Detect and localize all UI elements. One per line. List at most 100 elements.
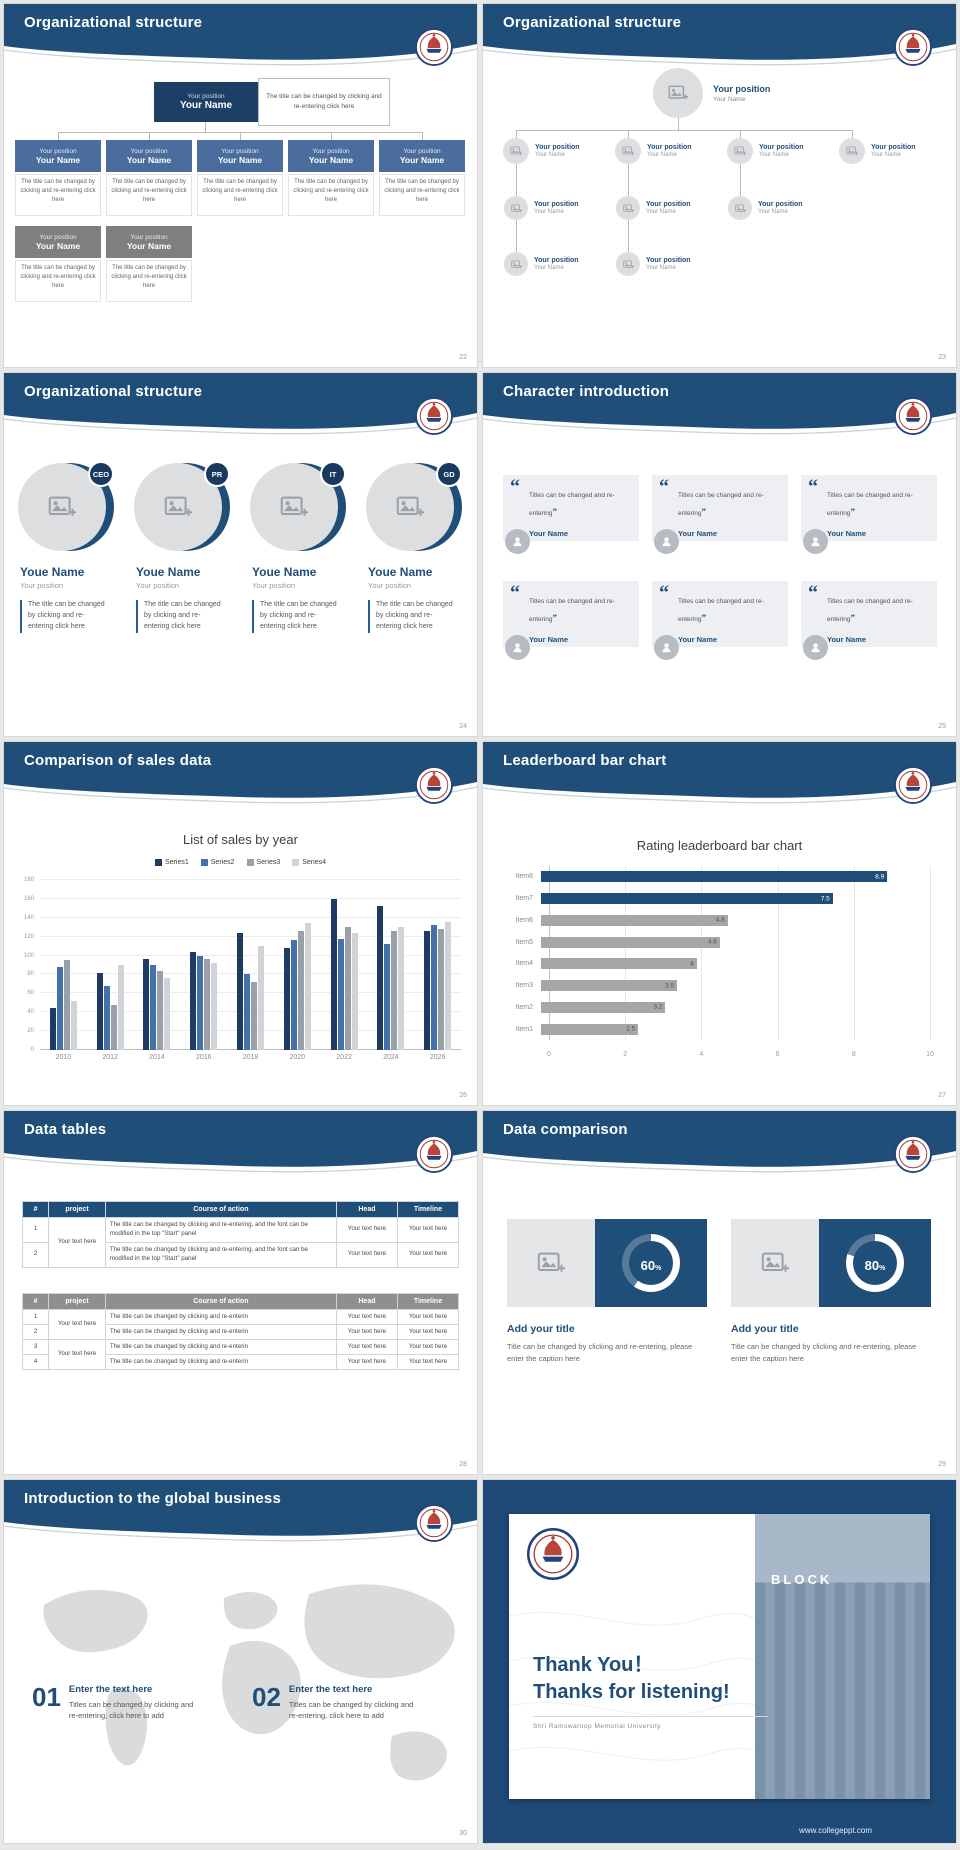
page-number: 23 (938, 354, 946, 361)
cell-number: 2 (21, 1324, 50, 1340)
item-description: Titles can be changed by clicking and re… (288, 1700, 414, 1721)
org-root-node: Your position Your Name (154, 82, 258, 122)
quote-close-icon: ” (701, 613, 707, 623)
person-name: Youe Name (368, 565, 433, 579)
node-position: Your position (312, 147, 350, 155)
cell-number: 3 (21, 1339, 50, 1355)
role-badge: CEO (88, 461, 114, 487)
cell-number: 1 (21, 1217, 50, 1243)
rating-rows: Item8 8.9 Item7 7.5 Item6 4.8 Item5 4.6 Item4 4 It… (499, 866, 930, 1040)
quote-icon: “ (659, 582, 669, 604)
role-badge: IT (320, 461, 346, 487)
quote-close-icon: ” (850, 613, 856, 623)
bar-Series1-2018 (237, 932, 244, 1050)
slide-27-thumbnail[interactable]: Leaderboard bar chart Rating leaderboard… (483, 742, 956, 1105)
slide-title: Data tables (24, 1121, 107, 1138)
quote-card: “ Titles can be changed and re-entering”… (652, 475, 788, 554)
cell-action: The title can be changed by clicking and… (104, 1324, 337, 1340)
numbered-item: 02 Enter the text here Titles can be cha… (252, 1684, 457, 1722)
org-node: Your position Your Name (197, 140, 283, 172)
node-position: Your position (534, 201, 579, 208)
org-level-2-row: Your position Your Name Your position Your… (15, 226, 192, 258)
node-position: Your position (130, 147, 168, 155)
rating-grid (549, 866, 931, 1040)
node-position: Your position (535, 144, 580, 151)
cell-action: The title can be changed by clicking and… (104, 1354, 337, 1370)
image-placeholder-icon (668, 83, 688, 103)
person-icon (660, 535, 673, 548)
connector-line (516, 164, 517, 196)
org-node: Your position Your Name (727, 138, 831, 164)
quote-text: Titles can be changed and re-entering (827, 598, 913, 623)
quote-cards-grid: “ Titles can be changed and re-entering”… (503, 475, 937, 660)
person-name: Youe Name (20, 565, 85, 579)
bar-Item8: 8.9 (541, 871, 888, 883)
connector-line (58, 132, 59, 140)
slide-thank-you-thumbnail[interactable]: BLOCK Thank You！ Thanks for listening! S… (483, 1480, 956, 1843)
node-name: Your Name (646, 265, 676, 271)
org-node: Your position Your Name (288, 140, 374, 172)
university-seal-logo (894, 766, 932, 804)
node-position: Your position (534, 257, 579, 264)
bar-Series2-2010 (56, 966, 63, 1050)
bar-Series4-2020 (304, 923, 311, 1050)
bar-Series1-2024 (377, 906, 384, 1050)
person-name: Your Name (827, 529, 867, 538)
person-name: Your Name (529, 529, 569, 538)
image-placeholder-icon (734, 145, 746, 157)
node-name: Your Name (535, 152, 565, 158)
person-name: Youe Name (252, 565, 317, 579)
bar-Series3-2012 (110, 1004, 117, 1050)
org-root-note: The title can be changed by clicking and… (258, 78, 390, 126)
org-node: Your position Your Name (106, 140, 192, 172)
cell-timeline: Your text here (396, 1324, 460, 1340)
panel-heading: Add your title (507, 1323, 575, 1335)
slide-28-thumbnail[interactable]: Data tables # project Course of action H… (4, 1111, 477, 1474)
person-icon (511, 641, 524, 654)
cell-timeline: Your text here (396, 1309, 460, 1325)
connector-line (516, 130, 853, 131)
column-header: Timeline (396, 1201, 460, 1218)
bar-Series1-2016 (190, 951, 197, 1050)
org-node: Your position Your Name (15, 226, 101, 258)
quote-text: Titles can be changed and re-entering (529, 492, 615, 517)
image-placeholder-icon (48, 493, 76, 521)
image-placeholder-icon (511, 259, 522, 270)
slide-22-thumbnail[interactable]: Organizational structure Your position Y… (4, 4, 477, 367)
bar-Series2-2014 (150, 965, 157, 1050)
column-header: Head (335, 1293, 398, 1310)
quote-card: “ Titles can be changed and re-entering”… (801, 475, 937, 554)
node-name: Your Name (647, 152, 677, 158)
university-seal-logo (894, 28, 932, 66)
slide-23-thumbnail[interactable]: Organizational structure Your position Y… (483, 4, 956, 367)
org-level-1-descriptions: The title can be changed by clicking and… (15, 174, 465, 216)
node-description: The title can be changed by clicking and… (106, 174, 192, 216)
slide-29-thumbnail[interactable]: Data comparison 60% Add your title Title… (483, 1111, 956, 1474)
quote-card: “ Titles can be changed and re-entering”… (652, 581, 788, 660)
quote-icon: “ (510, 582, 520, 604)
bar-Series4-2012 (117, 965, 124, 1050)
person-position: Your position (20, 581, 64, 590)
slide-25-thumbnail[interactable]: Character introduction “ Titles can be c… (483, 373, 956, 736)
node-position: Your position (39, 147, 77, 155)
item-heading: Enter the text here (68, 1684, 153, 1695)
node-description: The title can be changed by clicking and… (15, 260, 101, 302)
node-name: Your Name (759, 152, 789, 158)
quote-text: Titles can be changed and re-entering (678, 598, 764, 623)
cell-action: The title can be changed by clicking and… (104, 1241, 337, 1268)
slide-title: Data comparison (503, 1121, 628, 1138)
slide-30-thumbnail[interactable]: Introduction to the global business 01 E… (4, 1480, 477, 1843)
quote-close-icon: ” (701, 507, 707, 517)
bar-Series1-2022 (330, 898, 337, 1050)
quote-close-icon: ” (552, 613, 558, 623)
university-seal-logo (527, 1528, 579, 1580)
bar-Series3-2018 (251, 982, 258, 1050)
avatar (803, 635, 828, 660)
slide-26-thumbnail[interactable]: Comparison of sales data List of sales b… (4, 742, 477, 1105)
connector-line (422, 132, 423, 140)
slide-24-thumbnail[interactable]: Organizational structure CEO Youe Name Y… (4, 373, 477, 736)
quote-icon: “ (808, 476, 818, 498)
quote-icon: “ (659, 476, 669, 498)
person-name: Your Name (827, 635, 867, 644)
avatar (803, 529, 828, 554)
